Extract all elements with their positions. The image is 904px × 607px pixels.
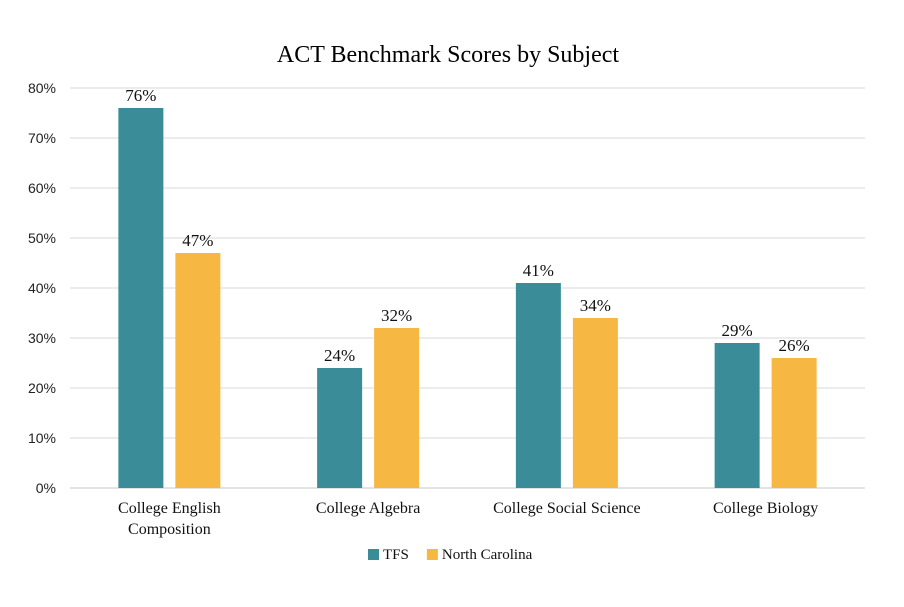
data-label: 41% — [523, 261, 554, 280]
x-tick-label: College English — [118, 500, 221, 517]
legend-swatch — [368, 549, 379, 560]
data-label: 26% — [779, 336, 810, 355]
y-tick-label: 70% — [28, 130, 56, 146]
y-tick-label: 0% — [36, 480, 56, 496]
x-tick-label: College Social Science — [493, 500, 641, 517]
x-tick-label: College Biology — [713, 500, 818, 517]
x-tick-label: College Algebra — [316, 500, 420, 517]
x-tick-label: Composition — [128, 521, 211, 538]
bar-tfs — [714, 343, 760, 488]
chart-title: ACT Benchmark Scores by Subject — [277, 42, 619, 68]
y-tick-label: 80% — [28, 80, 56, 96]
legend-label: TFS — [383, 547, 409, 563]
x-axis-tick-labels: College English Composition College Algebr… — [118, 500, 818, 538]
bar-north-carolina — [374, 328, 420, 488]
data-label: 47% — [182, 231, 213, 250]
legend-swatch — [426, 549, 438, 560]
bar-north-carolina — [175, 253, 221, 488]
y-tick-label: 50% — [28, 230, 56, 246]
data-label: 32% — [381, 306, 412, 325]
data-label: 24% — [324, 346, 355, 365]
data-label: 34% — [580, 296, 611, 315]
bars — [118, 108, 817, 488]
bar-north-carolina — [572, 318, 618, 488]
y-tick-label: 40% — [28, 280, 56, 296]
data-label: 29% — [722, 321, 753, 340]
bar-tfs — [317, 368, 363, 488]
bar-tfs — [118, 108, 164, 488]
y-tick-label: 20% — [28, 380, 56, 396]
y-tick-label: 60% — [28, 180, 56, 196]
y-tick-label: 10% — [28, 430, 56, 446]
bar-tfs — [515, 283, 561, 488]
y-tick-label: 30% — [28, 330, 56, 346]
legend-label: North Carolina — [442, 547, 533, 563]
y-axis-tick-labels: 0% 10% 20% 30% 40% 50% 60% 70% 80% — [28, 80, 56, 496]
legend: TFS North Carolina — [368, 547, 533, 563]
bar-north-carolina — [771, 358, 817, 488]
data-labels: 76% 47% 24% 32% 41% 34% 29% 26% — [125, 86, 809, 365]
data-label: 76% — [125, 86, 156, 105]
